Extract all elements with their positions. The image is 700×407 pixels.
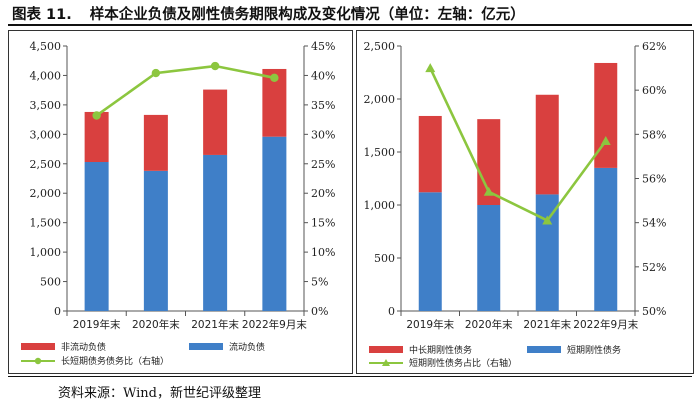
y-right-tick-label: 40% [311,69,335,82]
x-tick-label: 2019年末 [73,318,121,331]
chart-panel-rigid-debt: 0 500 1,000 1,500 2,000 2,500 50% 52% 54% 56% 58% 6… [356,30,694,374]
x-tick-label: 2019年末 [406,318,454,331]
figure-title-text: 样本企业负债及刚性债务期限构成及变化情况（单位：左轴：亿元） [89,7,525,23]
legend-marker [34,357,42,365]
y-left-tick-label: 500 [40,276,61,289]
ratio-point [92,111,101,120]
x-tick-label: 2021年末 [523,318,571,331]
bar-short-term [535,194,559,311]
legend-label: 非流动负债 [61,341,106,353]
y-left-tick-label: 4,500 [30,40,62,53]
title-rule [8,24,692,26]
figure-number: 图表 11. [12,7,72,23]
footer-rule [8,376,692,377]
y-left-tick-label: 2,500 [364,40,396,53]
y-left-tick-label: 1,000 [364,199,396,212]
y-right-tick-label: 56% [642,173,666,186]
y-right-tick-label: 30% [311,128,335,141]
y-right-tick-label: 15% [311,217,335,230]
bar-long-term [84,111,109,163]
ratio-point [542,215,553,225]
bar-long-term [594,62,618,168]
x-tick-label: 2020年末 [465,318,513,331]
bar-long-term [143,114,168,171]
ratio-line [95,64,275,117]
source-note: 资料来源：Wind，新世纪评级整理 [58,386,261,401]
y-left-tick-label: 4,000 [30,69,62,82]
ratio-point [483,186,494,196]
y-right-tick-label: 45% [311,40,335,53]
y-right-tick-label: 58% [642,128,666,141]
y-right-tick-label: 20% [311,187,335,200]
y-left-tick-label: 1,500 [364,146,396,159]
y-right-tick-label: 62% [642,40,666,53]
bar-short-term [143,170,168,311]
x-tick-label: 2022年9月末 [242,318,307,331]
y-left-tick-label: 1,500 [30,217,62,230]
bar-short-term [477,205,501,311]
legend-swatch [527,346,561,353]
y-right-tick-label: 35% [311,99,335,112]
bar-long-term [418,115,442,193]
legend-label: 流动负债 [229,341,265,353]
ratio-point [151,68,161,78]
bar-long-term [477,119,501,205]
legend-label: 长短期债务债务比（右轴） [61,355,169,367]
chart-panel-liabilities: 0 500 1,000 1,500 2,000 2,500 3,000 3,500 4,000 4… [8,30,353,374]
legend-swatch [369,346,403,353]
y-right-tick-label: 60% [642,84,666,97]
y-right-tick-label: 50% [642,305,666,318]
ratio-point [425,63,436,73]
ratio-line [429,67,607,223]
y-right-tick-label: 54% [642,217,666,230]
x-tick-label: 2022年9月末 [573,318,638,331]
y-left-tick-label: 2,000 [30,187,62,200]
bar-short-term [262,136,287,311]
y-right-tick-label: 52% [642,261,666,274]
ratio-point [210,61,220,71]
figure-title: 图表 11. 样本企业负债及刚性债务期限构成及变化情况（单位：左轴：亿元） [12,3,692,24]
y-right-tick-label: 5% [311,276,328,289]
bar-short-term [418,192,442,311]
x-tick-label: 2020年末 [132,318,180,331]
x-tick-label: 2021年末 [191,318,239,331]
y-left-tick-label: 3,500 [30,99,62,112]
y-right-tick-label: 10% [311,246,335,259]
bar-short-term [84,162,109,311]
liabilities-chart: 0 500 1,000 1,500 2,000 2,500 3,000 3,500 4,000 4… [21,40,335,367]
ratio-point [270,73,279,82]
y-left-tick-label: 500 [374,252,395,265]
bar-short-term [203,154,228,311]
bar-long-term [535,94,559,195]
ratio-point [600,135,611,145]
legend-marker [382,359,390,366]
rigid-debt-chart: 0 500 1,000 1,500 2,000 2,500 50% 52% 54% 56% 58% 6… [364,40,667,369]
legend-label: 短期刚性债务 [567,344,621,356]
y-left-tick-label: 0 [54,305,61,318]
bar-short-term [594,167,618,311]
y-right-tick-label: 25% [311,158,335,171]
y-left-tick-label: 2,000 [364,93,396,106]
y-left-tick-label: 3,000 [30,128,62,141]
legend-swatch [189,343,223,350]
legend-label: 中长期刚性债务 [409,344,472,356]
y-right-tick-label: 0% [311,305,328,318]
bar-long-term [203,89,228,155]
legend-label: 短期刚性债务占比（右轴） [409,357,517,369]
y-left-tick-label: 1,000 [30,246,62,259]
y-left-tick-label: 2,500 [30,158,62,171]
y-left-tick-label: 0 [388,305,395,318]
legend-swatch [21,343,55,350]
